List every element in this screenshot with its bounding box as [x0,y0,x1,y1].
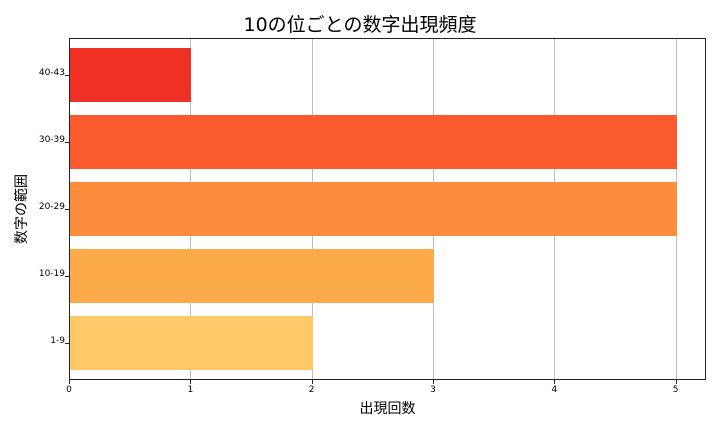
y-tick-mark [65,343,69,345]
x-tick-mark [554,380,556,384]
y-tick-label: 40-43 [38,67,65,78]
y-axis-label: 数字の範囲 [14,174,30,244]
bar-40-43 [70,48,192,102]
y-tick-mark [65,276,69,278]
bar-1-9 [70,316,313,370]
x-tick-label: 0 [66,385,72,395]
y-tick-label: 10-19 [38,269,65,280]
y-tick-mark [65,141,69,143]
x-tick-label: 2 [308,385,315,395]
chart-title: 10の位ごとの数字出現頻度 [243,14,477,36]
y-tick-mark [65,209,69,210]
y-tick-label: 30-39 [38,134,65,145]
x-tick-mark [675,380,677,384]
bar-20-29 [70,182,677,236]
x-tick-mark [69,380,70,384]
y-tick-mark [65,74,69,76]
x-tick-label: 1 [187,385,194,395]
bar-10-19 [70,249,434,303]
x-tick-mark [311,380,313,384]
x-tick-mark [190,380,192,384]
plot-area [69,38,706,380]
x-axis-label: 出現回数 [359,401,416,417]
x-tick-label: 5 [672,385,679,395]
x-tick-label: 3 [430,385,436,395]
y-tick-label: 1-9 [50,336,65,347]
x-tick-label: 4 [551,385,558,395]
bar-30-39 [70,115,677,169]
y-tick-label: 20-29 [38,202,65,212]
x-tick-mark [433,380,434,384]
